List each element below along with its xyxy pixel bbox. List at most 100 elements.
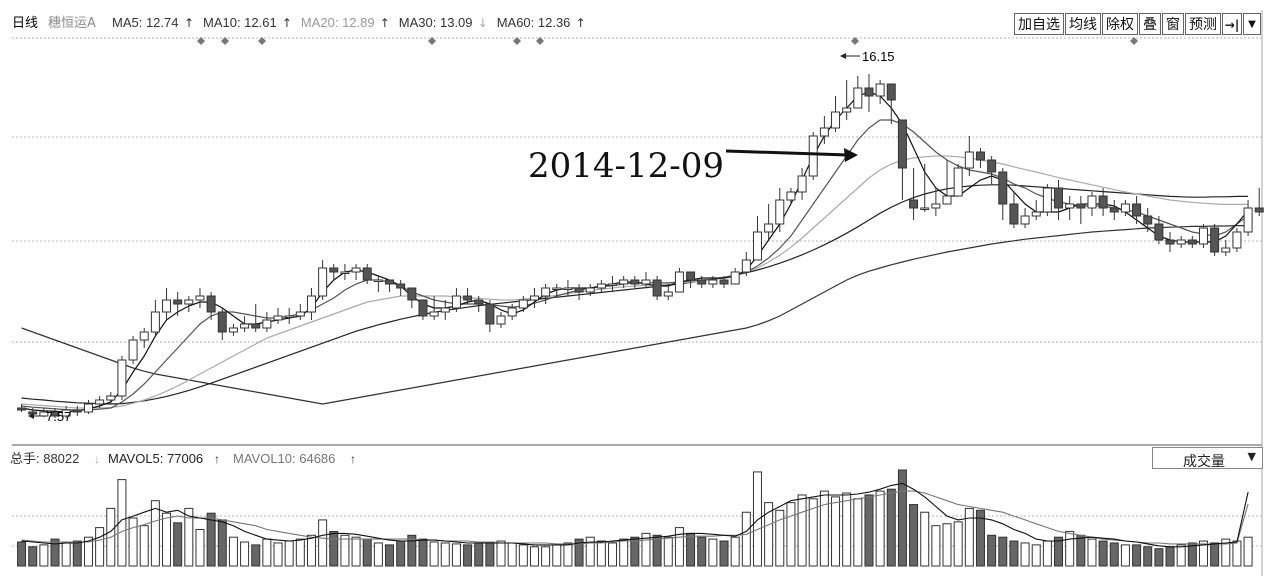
volume-bar — [998, 536, 1008, 567]
candle-body — [162, 299, 172, 313]
candle-body — [1210, 227, 1220, 253]
volume-bar — [953, 521, 963, 567]
volume-bar — [686, 532, 696, 567]
volume-bar — [351, 536, 361, 567]
candle — [886, 83, 896, 124]
candle — [975, 148, 985, 168]
candle — [1221, 240, 1231, 256]
candle — [162, 288, 172, 320]
volume-bar — [518, 544, 528, 567]
volume-bar — [1210, 542, 1220, 567]
ma-lines-button[interactable]: 均线 — [1065, 13, 1101, 35]
candle-body — [284, 315, 294, 318]
volume-bar — [875, 490, 885, 567]
volume-bar — [17, 541, 27, 567]
volume-bar — [373, 542, 383, 567]
menu-dropdown-icon[interactable]: ▼ — [1243, 13, 1261, 35]
volume-bar — [730, 536, 740, 567]
candle-body — [842, 107, 852, 113]
volume-bar — [340, 534, 350, 567]
candle — [117, 356, 127, 400]
volume-bar — [139, 525, 149, 567]
candle-body — [150, 311, 160, 333]
candle-body — [396, 283, 406, 289]
volume-bar — [853, 498, 863, 567]
candle-body — [674, 271, 684, 293]
candle — [842, 80, 852, 120]
expand-icon[interactable]: →| — [1222, 13, 1242, 35]
candle — [920, 164, 930, 212]
volume-bar — [842, 492, 852, 567]
candle-body — [1087, 195, 1097, 209]
candle-body — [373, 279, 383, 282]
candle — [1187, 236, 1197, 248]
candle — [173, 292, 183, 316]
candle-body — [708, 279, 718, 285]
volume-bar — [1143, 546, 1153, 567]
candle — [752, 216, 762, 261]
volume-bar — [206, 512, 216, 567]
candle-body — [295, 311, 305, 317]
volume-bar — [228, 536, 238, 567]
candle — [1165, 232, 1175, 252]
high-marker — [840, 53, 860, 59]
signal-markers — [197, 37, 1138, 45]
volume-type-dropdown[interactable]: 成交量 ▼ — [1152, 447, 1263, 470]
volume-bar — [741, 511, 751, 567]
signal-diamond-icon — [851, 37, 859, 45]
low-marker — [28, 413, 44, 419]
volume-bar — [262, 538, 272, 567]
candle-body — [619, 279, 629, 285]
candle-body — [541, 287, 551, 297]
candle-body — [1065, 203, 1075, 209]
forecast-button[interactable]: 预测 — [1185, 13, 1221, 35]
volume-bar — [920, 511, 930, 567]
candle — [1042, 184, 1052, 216]
add-watchlist-button[interactable]: 加自选 — [1014, 13, 1064, 35]
candle-body — [496, 315, 506, 325]
candle-body — [117, 359, 127, 397]
volume-bar — [585, 536, 595, 567]
volume-bar — [507, 542, 517, 567]
volume-bar — [463, 544, 473, 567]
candle-body — [451, 295, 461, 309]
signal-diamond-icon — [197, 37, 205, 45]
ex-rights-button[interactable]: 除权 — [1102, 13, 1138, 35]
volume-bar — [1098, 540, 1108, 567]
candle-body — [240, 323, 250, 329]
candle — [652, 276, 662, 300]
signal-diamond-icon — [428, 37, 436, 45]
volume-bar — [162, 512, 172, 567]
candle — [72, 406, 82, 416]
volume-bar — [552, 544, 562, 567]
ma-legend-item: MA10: 12.61 — [203, 15, 277, 30]
candle — [95, 396, 105, 408]
mavol5-line — [21, 482, 1249, 548]
candle — [1176, 236, 1186, 248]
volume-bar — [251, 544, 261, 567]
candle-body — [652, 279, 662, 297]
candle-body — [306, 295, 316, 313]
overlay-button[interactable]: 叠 — [1139, 13, 1161, 35]
volume-bar — [39, 544, 49, 567]
candle — [797, 168, 807, 200]
volume-bar — [329, 530, 339, 567]
volume-bar — [630, 536, 640, 567]
volume-bar — [708, 538, 718, 567]
candle — [741, 252, 751, 276]
volume-bar — [440, 542, 450, 567]
signal-diamond-icon — [221, 37, 229, 45]
candle — [284, 308, 294, 324]
candle-body — [1165, 239, 1175, 245]
candle-body — [987, 159, 997, 173]
candle — [1009, 192, 1019, 228]
window-button[interactable]: 窗 — [1162, 13, 1184, 35]
candle-body — [485, 303, 495, 325]
mavol10-label: MAVOL10: 64686 — [233, 451, 335, 466]
candle — [184, 296, 194, 312]
candle — [1120, 200, 1130, 216]
candle-body — [730, 271, 740, 285]
candle — [1243, 200, 1253, 236]
candle-body — [697, 279, 707, 285]
candle-body — [641, 279, 651, 285]
